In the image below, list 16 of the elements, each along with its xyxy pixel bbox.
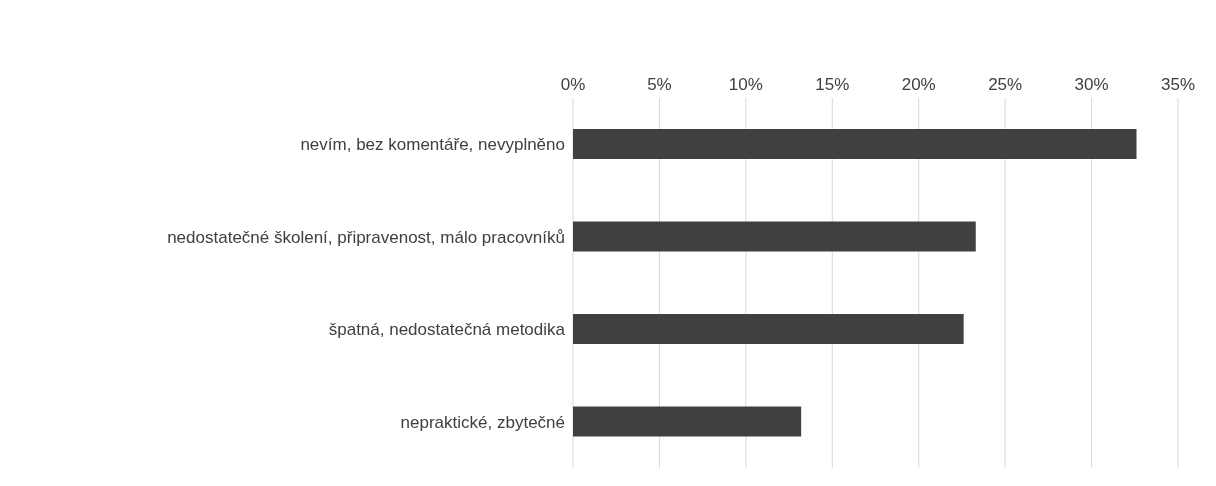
x-tick-label: 10%: [728, 75, 763, 94]
x-tick-label: 30%: [1074, 75, 1109, 94]
y-tick-label: špatná, nedostatečná metodika: [328, 320, 566, 340]
bar: [573, 221, 976, 252]
bar: [573, 406, 802, 437]
y-tick-label: nepraktické, zbytečné: [400, 412, 565, 432]
x-tick-label: 25%: [988, 75, 1023, 94]
x-tick-label: 35%: [1160, 75, 1196, 94]
x-tick-label: 15%: [815, 75, 850, 94]
y-tick-label: nevím, bez komentáře, nevyplněno: [300, 135, 565, 155]
x-tick-label: 20%: [901, 75, 936, 94]
x-tick-label: 0%: [560, 75, 586, 94]
bar: [573, 314, 964, 344]
x-tick-label: 5%: [647, 75, 672, 94]
y-tick-label: nedostatečné školení, připravenost, málo pracovníků: [167, 227, 565, 247]
bar: [573, 129, 1137, 159]
